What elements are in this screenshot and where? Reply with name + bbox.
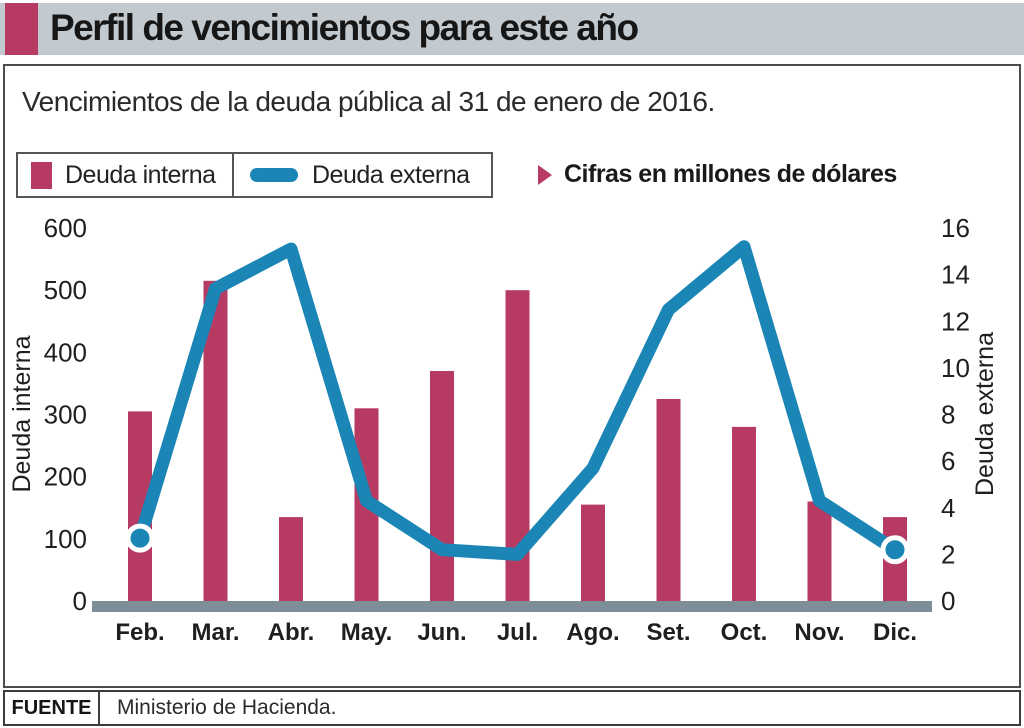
units-note: Cifras en millones de dólares [538, 160, 897, 189]
x-axis-label: Set. [646, 619, 690, 646]
bar-set [656, 399, 681, 610]
line-endpoint-marker [880, 535, 910, 565]
header-accent-block [5, 3, 38, 55]
x-axis-label: Oct. [721, 619, 768, 646]
x-axis-label: Jun. [417, 619, 466, 646]
right-axis-tick: 16 [941, 213, 970, 243]
left-axis-tick: 0 [73, 586, 87, 616]
x-axis-baseline [92, 601, 932, 612]
line-endpoint-marker [125, 523, 155, 553]
left-axis-tick: 500 [44, 275, 87, 305]
bar-abr [279, 517, 303, 610]
x-axis-label: Feb. [115, 619, 164, 646]
right-axis-tick: 0 [941, 586, 955, 616]
bar-swatch-icon [31, 161, 52, 189]
legend-label-interna: Deuda interna [65, 160, 216, 189]
bar-nov [807, 501, 832, 610]
arrow-right-icon [538, 164, 552, 185]
source-value: Ministerio de Hacienda. [117, 696, 337, 719]
left-axis-tick: 200 [44, 462, 87, 492]
source-bar: FUENTE Ministerio de Hacienda. [3, 690, 1021, 726]
x-axis-label: Nov. [794, 619, 844, 646]
x-axis-label: Mar. [191, 619, 239, 646]
right-axis-tick: 12 [941, 306, 970, 336]
bar-jul [505, 290, 530, 610]
line-deuda-externa [133, 240, 902, 561]
bar-ago [581, 504, 605, 610]
left-axis-tick: 600 [44, 213, 87, 243]
right-axis-tick: 8 [941, 400, 955, 430]
line-swatch-icon [250, 168, 298, 182]
legend-item-deuda-interna: Deuda interna [18, 154, 232, 196]
bar-jun [430, 371, 454, 610]
legend-item-deuda-externa: Deuda externa [232, 154, 491, 196]
x-axis-label: Ago. [566, 619, 619, 646]
x-axis-label: May. [341, 619, 393, 646]
x-axis-label: Abr. [268, 619, 315, 646]
right-axis-tick: 4 [941, 493, 955, 523]
right-axis-tick: 2 [941, 539, 955, 569]
legend-label-externa: Deuda externa [312, 160, 470, 189]
left-axis-tick: 400 [44, 337, 87, 367]
chart-subtitle: Vencimientos de la deuda pública al 31 d… [22, 86, 715, 117]
left-axis-tick: 100 [44, 524, 87, 554]
header-bar [0, 3, 1024, 55]
page-title: Perfil de vencimientos para este año [50, 7, 639, 48]
legend: Deuda interna Deuda externa [16, 152, 493, 198]
dual-axis-chart: Deuda interna Deuda externa 010020030040… [8, 213, 999, 646]
right-axis-tick: 10 [941, 353, 970, 383]
right-axis-title: Deuda externa [971, 332, 999, 496]
x-axis-label: Dic. [873, 619, 917, 646]
left-axis-tick: 300 [44, 400, 87, 430]
right-axis-tick: 14 [941, 260, 970, 290]
x-axis-label: Jul. [497, 619, 538, 646]
units-note-text: Cifras en millones de dólares [564, 160, 897, 188]
left-axis-title: Deuda interna [8, 335, 36, 492]
bar-oct [732, 426, 756, 610]
source-label: FUENTE [5, 692, 100, 724]
right-axis-tick: 6 [941, 446, 955, 476]
